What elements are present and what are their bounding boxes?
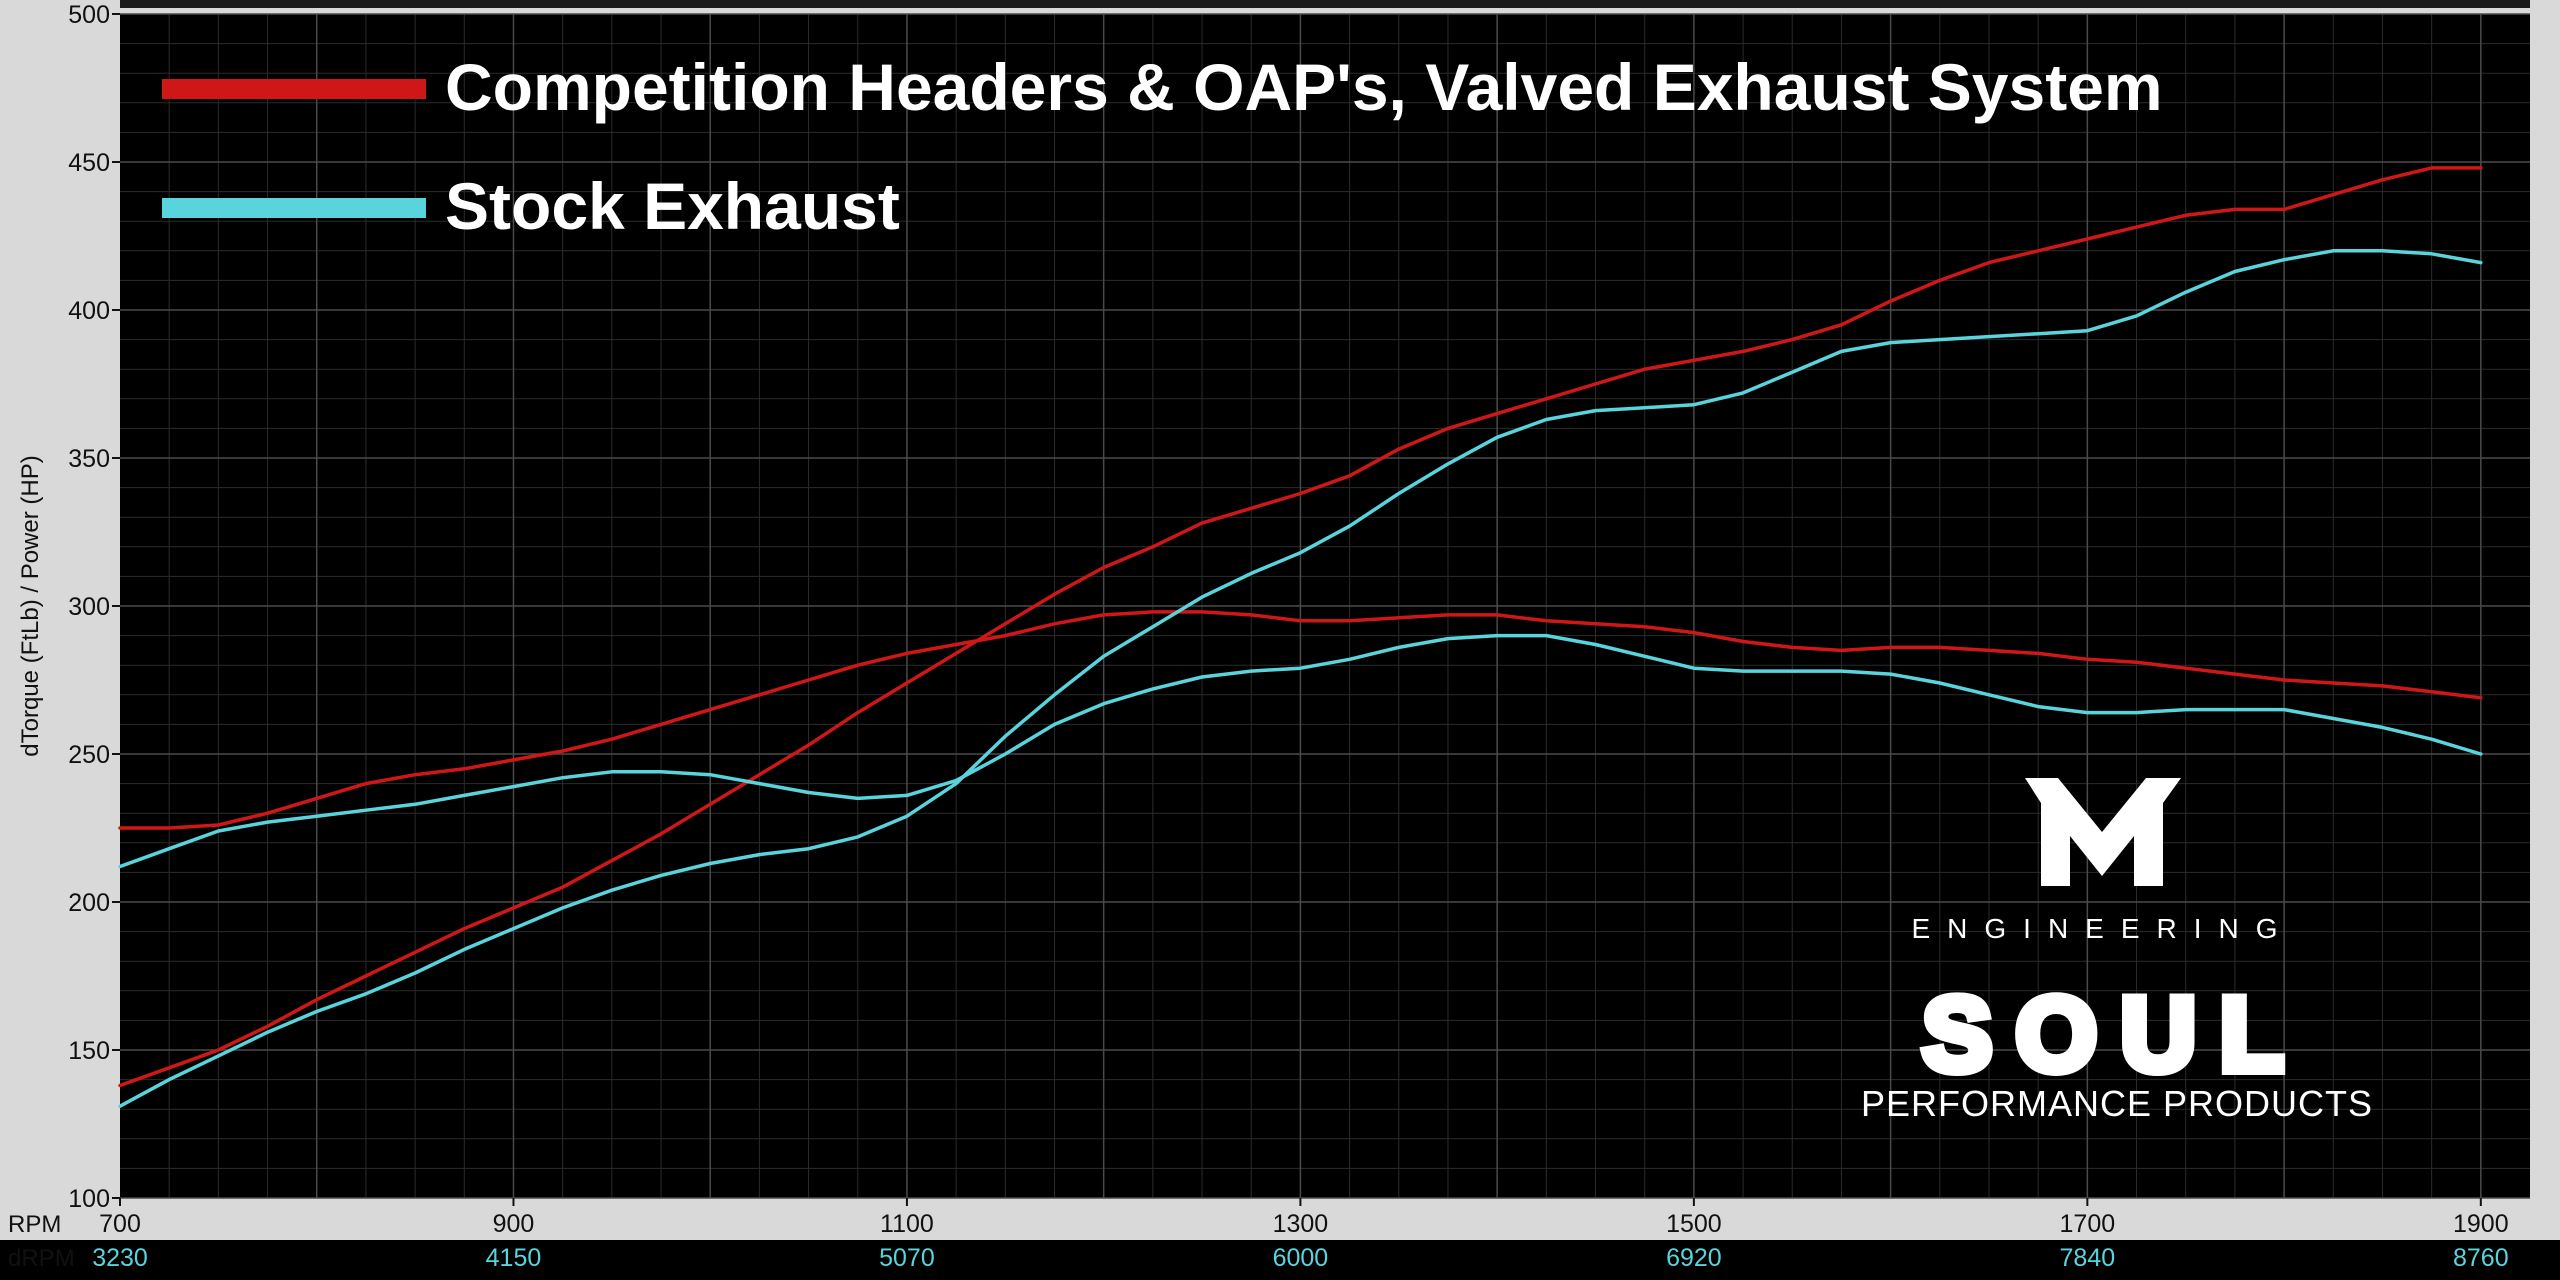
legend-swatch-stock <box>162 198 426 218</box>
x-tick-label: 1700 <box>2060 1210 2116 1238</box>
y-tick-label: 450 <box>68 149 110 177</box>
stock-power-curve <box>118 249 2483 1108</box>
drpm-tick-label: 8760 <box>2453 1244 2509 1272</box>
legend-label-competition: Competition Headers & OAP's, Valved Exha… <box>445 50 2163 124</box>
competition-torque-curve <box>118 610 2483 830</box>
y-tick-label: 150 <box>68 1037 110 1065</box>
drpm-axis-band <box>0 1240 2560 1280</box>
y-tick-label: 100 <box>68 1185 110 1213</box>
stock-torque-curve <box>118 633 2483 869</box>
x-tick-label: 700 <box>99 1210 141 1238</box>
top-toolbar-strip <box>120 0 2530 8</box>
drpm-tick-label: 7840 <box>2060 1244 2116 1272</box>
x-axis-ticks: 700 900 1100 1300 1500 1700 1900 <box>99 1198 2509 1238</box>
drpm-tick-label: 6920 <box>1666 1244 1722 1272</box>
x-tick-label: 1300 <box>1273 1210 1329 1238</box>
x-tick-label: 900 <box>493 1210 535 1238</box>
logo-tagline: PERFORMANCE PRODUCTS <box>1861 1083 2373 1124</box>
brand-logo: ENGINEERING SOUL PERFORMANCE PRODUCTS <box>1861 778 2373 1124</box>
x-axis-label: RPM <box>8 1211 61 1238</box>
y-tick-label: 200 <box>68 889 110 917</box>
drpm-tick-label: 5070 <box>879 1244 935 1272</box>
y-axis-label: dTorque (FtLb) / Power (HP) <box>17 455 44 756</box>
legend-swatch-competition <box>162 79 426 99</box>
competition-power-curve <box>118 166 2483 1088</box>
y-axis-ticks: 100 150 200 250 300 350 400 450 500 <box>68 1 120 1213</box>
m-logo-mark <box>2025 778 2181 886</box>
drpm-tick-label: 3230 <box>92 1244 148 1272</box>
y-tick-label: 350 <box>68 445 110 473</box>
y-tick-label: 400 <box>68 297 110 325</box>
legend-label-stock: Stock Exhaust <box>445 169 900 243</box>
y-tick-label: 300 <box>68 593 110 621</box>
x-tick-label: 1500 <box>1666 1210 1722 1238</box>
major-grid <box>120 13 2530 1199</box>
logo-subtitle: ENGINEERING <box>1911 913 2294 944</box>
legend: Competition Headers & OAP's, Valved Exha… <box>162 50 2163 243</box>
y-tick-label: 500 <box>68 1 110 29</box>
drpm-axis-ticks: 3230 4150 5070 6000 6920 7840 8760 <box>92 1244 2508 1272</box>
drpm-tick-label: 6000 <box>1273 1244 1329 1272</box>
drpm-tick-label: 4150 <box>486 1244 542 1272</box>
logo-brand: SOUL <box>1923 977 2308 1093</box>
x2-axis-label: dRPM <box>8 1245 75 1272</box>
x-tick-label: 1900 <box>2453 1210 2509 1238</box>
x-tick-label: 1100 <box>880 1210 934 1238</box>
series-curves <box>118 166 2483 1108</box>
y-tick-label: 250 <box>68 741 110 769</box>
